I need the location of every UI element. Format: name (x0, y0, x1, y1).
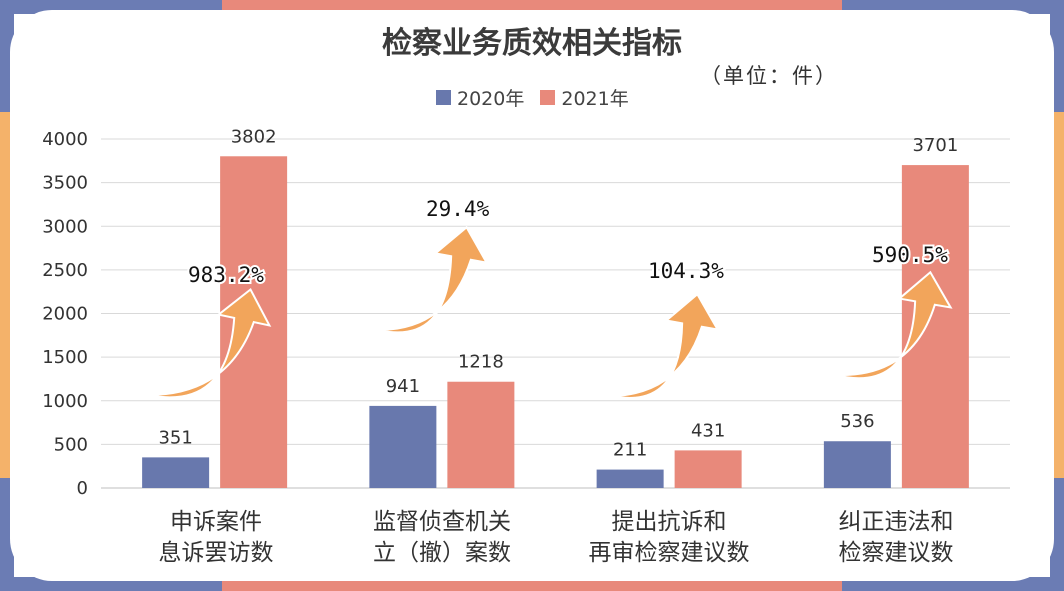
growth-arrow-icon (377, 225, 489, 334)
legend-swatch-2021 (540, 90, 556, 105)
growth-rate-label: 590.5% (872, 243, 948, 267)
legend: 2020年 2021年 (436, 84, 629, 111)
category-label-2-line1: 监督侦查机关 (373, 509, 511, 535)
category-label-3-line1: 提出抗诉和 (611, 509, 727, 535)
category-label-1: 申诉案件 息诉罢访数 (96, 507, 336, 569)
category-label-2-line2: 立（撤）案数 (373, 540, 511, 566)
bar (369, 405, 437, 488)
data-label: 3802 (231, 126, 277, 147)
data-label: 1218 (458, 352, 504, 373)
y-tick-label: 500 (54, 434, 88, 455)
category-label-1-line1: 申诉案件 (170, 509, 262, 535)
data-label: 3701 (912, 135, 958, 156)
growth-rate-label: 104.3% (648, 259, 724, 283)
growth-rate-label: 29.4% (426, 197, 490, 221)
y-tick-label: 3000 (42, 216, 88, 237)
bar (142, 457, 210, 488)
y-tick-label: 1000 (42, 391, 88, 412)
category-label-4-line1: 纠正违法和 (838, 509, 954, 535)
growth-arrow-icon (611, 292, 720, 399)
chart-title: 检察业务质效相关指标 (382, 26, 682, 61)
legend-label-2021: 2021年 (561, 88, 629, 110)
bar (447, 381, 515, 488)
category-label-3-line2: 再审检察建议数 (588, 540, 750, 566)
bar (823, 441, 891, 488)
growth-arrow-icon (147, 287, 272, 399)
category-label-2: 监督侦查机关 立（撤）案数 (322, 507, 562, 569)
legend-label-2020: 2020年 (457, 88, 525, 110)
y-tick-label: 4000 (42, 129, 88, 150)
data-label: 536 (840, 411, 874, 432)
growth-arrow-icon (834, 270, 953, 380)
data-label: 211 (613, 440, 647, 461)
legend-item-2021: 2021年 (540, 84, 629, 111)
y-tick-label: 2500 (42, 260, 88, 281)
category-label-3: 提出抗诉和 再审检察建议数 (549, 507, 789, 569)
category-label-1-line2: 息诉罢访数 (158, 540, 274, 566)
bar (674, 450, 742, 488)
y-tick-label: 3500 (42, 173, 88, 194)
category-label-4-line2: 检察建议数 (838, 540, 954, 566)
bar (596, 469, 664, 488)
legend-item-2020: 2020年 (436, 84, 524, 111)
y-tick-label: 1500 (42, 347, 88, 368)
category-label-4: 纠正违法和 检察建议数 (776, 507, 1016, 569)
unit-label: （单位：件） (700, 64, 838, 88)
growth-rate-label: 983.2% (188, 263, 264, 287)
data-label: 431 (691, 420, 725, 441)
y-tick-label: 0 (77, 478, 88, 499)
legend-swatch-2020 (436, 90, 451, 105)
data-label: 351 (158, 427, 192, 448)
data-label: 941 (386, 376, 420, 397)
y-tick-label: 2000 (42, 304, 88, 325)
